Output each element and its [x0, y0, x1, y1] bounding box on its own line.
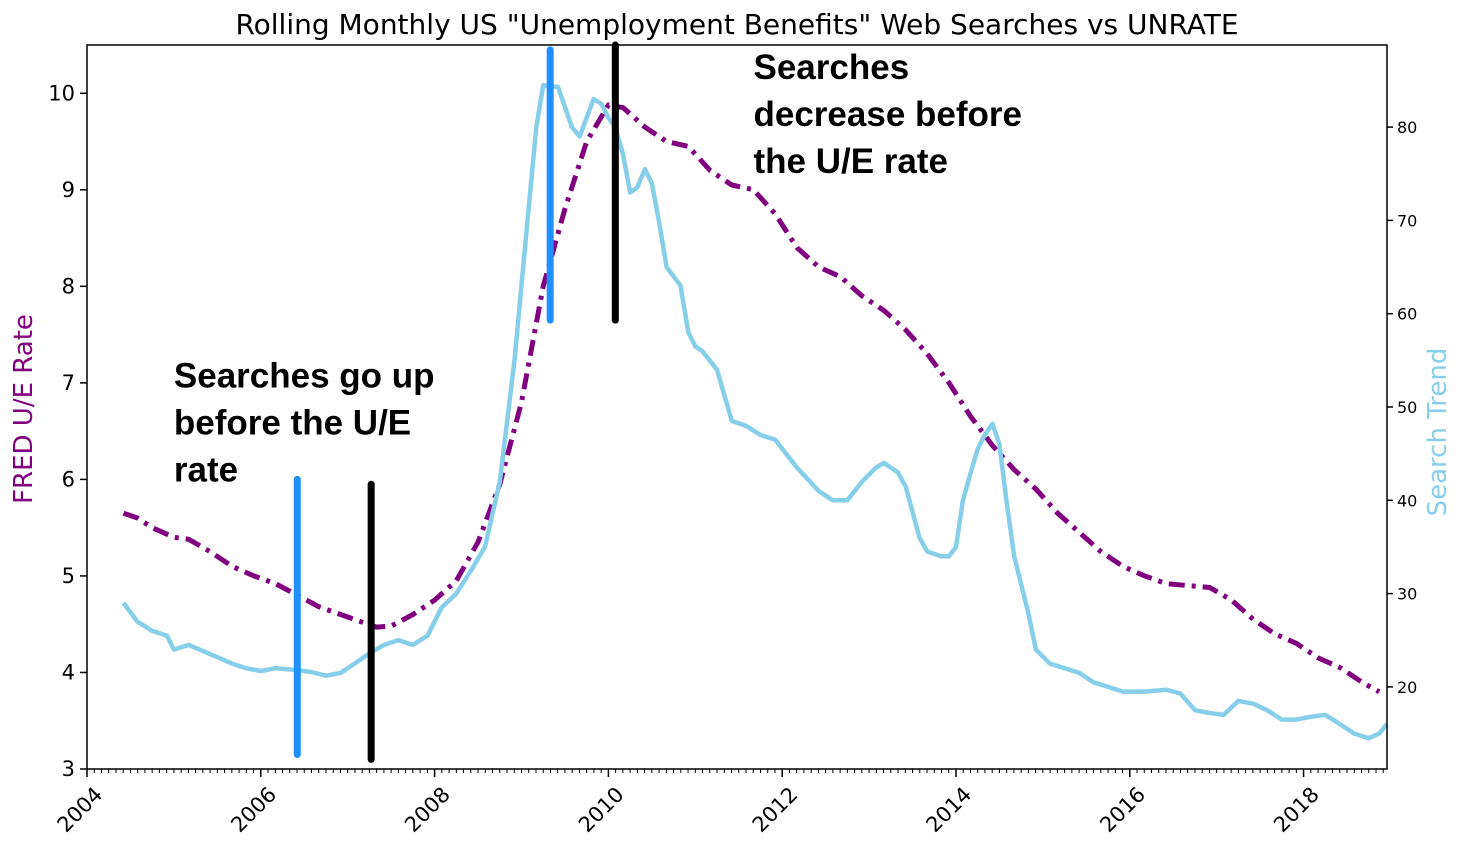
y-left-tick-label: 4 — [62, 660, 75, 684]
y-left-tick-label: 5 — [62, 564, 75, 588]
y-right-tick-label: 40 — [1397, 491, 1417, 510]
x-tick-label: 2004 — [53, 782, 108, 837]
y-axis-left-label: FRED U/E Rate — [9, 314, 39, 504]
chart-title: Rolling Monthly US "Unemployment Benefit… — [235, 8, 1238, 41]
annotation-line: Searches — [754, 48, 910, 87]
y-right-tick-label: 80 — [1397, 118, 1417, 137]
annotation-line: before the U/E — [174, 404, 411, 443]
y-left-tick-label: 7 — [62, 371, 75, 395]
y-right-tick-label: 20 — [1397, 678, 1417, 697]
y-left-tick-label: 9 — [62, 178, 75, 202]
y-left-tick-label: 10 — [48, 81, 75, 105]
x-tick-label: 2018 — [1269, 782, 1324, 837]
x-tick-label: 2012 — [748, 782, 803, 837]
x-tick-label: 2010 — [574, 782, 629, 837]
annotation-line: Searches go up — [174, 357, 435, 396]
y-right-tick-label: 30 — [1397, 585, 1417, 604]
x-tick-label: 2016 — [1095, 782, 1150, 837]
x-tick-label: 2014 — [922, 782, 977, 837]
y-right-tick-label: 70 — [1397, 211, 1417, 230]
annotation-line: decrease before — [754, 95, 1022, 134]
x-tick-label: 2006 — [226, 782, 281, 837]
y-left-tick-label: 6 — [62, 467, 75, 491]
annotation-line: rate — [174, 451, 238, 490]
y-right-tick-label: 50 — [1397, 398, 1417, 417]
annotation-line: the U/E rate — [754, 142, 949, 181]
y-right-tick-label: 60 — [1397, 305, 1417, 324]
x-tick-label: 2008 — [400, 782, 455, 837]
y-axis-right-label: Search Trend — [1423, 348, 1453, 517]
y-left-tick-label: 8 — [62, 274, 75, 298]
y-left-tick-label: 3 — [62, 757, 75, 781]
